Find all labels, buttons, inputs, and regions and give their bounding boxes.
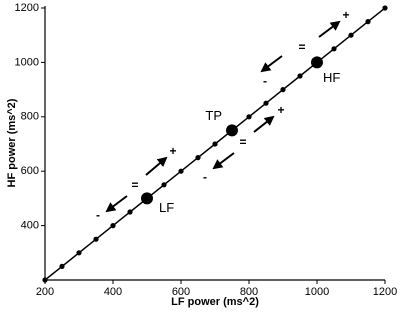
point (212, 141, 218, 147)
annotation: = (239, 135, 246, 149)
point (297, 73, 303, 79)
x-tick-label: 1000 (305, 286, 329, 298)
point (59, 263, 65, 269)
highlight-point (141, 192, 153, 205)
point (263, 100, 269, 106)
point (178, 168, 184, 174)
point (76, 250, 82, 256)
point (246, 114, 252, 120)
annotation: - (203, 170, 207, 184)
annotation: = (131, 178, 138, 192)
y-tick-label: 400 (21, 220, 39, 232)
arrow (260, 55, 283, 73)
highlight-point (311, 56, 323, 69)
point (382, 5, 388, 11)
highlight-point (226, 124, 238, 137)
x-tick-label: 600 (172, 286, 190, 298)
x-axis-label: LF power (ms^2) (171, 296, 259, 308)
x-tick-label: 1200 (373, 286, 397, 298)
annotation: + (342, 8, 349, 22)
point (42, 277, 48, 283)
point (110, 223, 116, 229)
point (331, 46, 337, 52)
annotation: - (263, 74, 267, 88)
point (348, 32, 354, 38)
point (161, 182, 167, 188)
point (127, 209, 133, 215)
annotation: = (298, 40, 305, 54)
y-axis-label: HF power (ms^2) (6, 98, 18, 187)
y-tick-label: 600 (21, 165, 39, 177)
arrow (253, 115, 275, 133)
arrow (105, 195, 128, 213)
y-tick-label: 1200 (15, 2, 39, 14)
arrow (318, 20, 341, 38)
y-tick-label: 1000 (15, 56, 39, 68)
point (93, 236, 99, 242)
point-label: LF (159, 200, 174, 215)
point-label: TP (205, 108, 222, 123)
point (195, 155, 201, 161)
x-tick-label: 800 (240, 286, 258, 298)
arrow (212, 152, 235, 170)
annotation: + (169, 144, 176, 158)
annotation: - (96, 208, 100, 222)
x-tick-label: 400 (104, 286, 122, 298)
point-label: HF (323, 70, 340, 85)
arrow (145, 156, 168, 176)
arrows (105, 20, 341, 213)
annotation: + (277, 103, 284, 117)
y-tick-label: 800 (21, 111, 39, 123)
point (365, 19, 371, 25)
x-tick-label: 200 (36, 286, 54, 298)
point (280, 87, 286, 93)
